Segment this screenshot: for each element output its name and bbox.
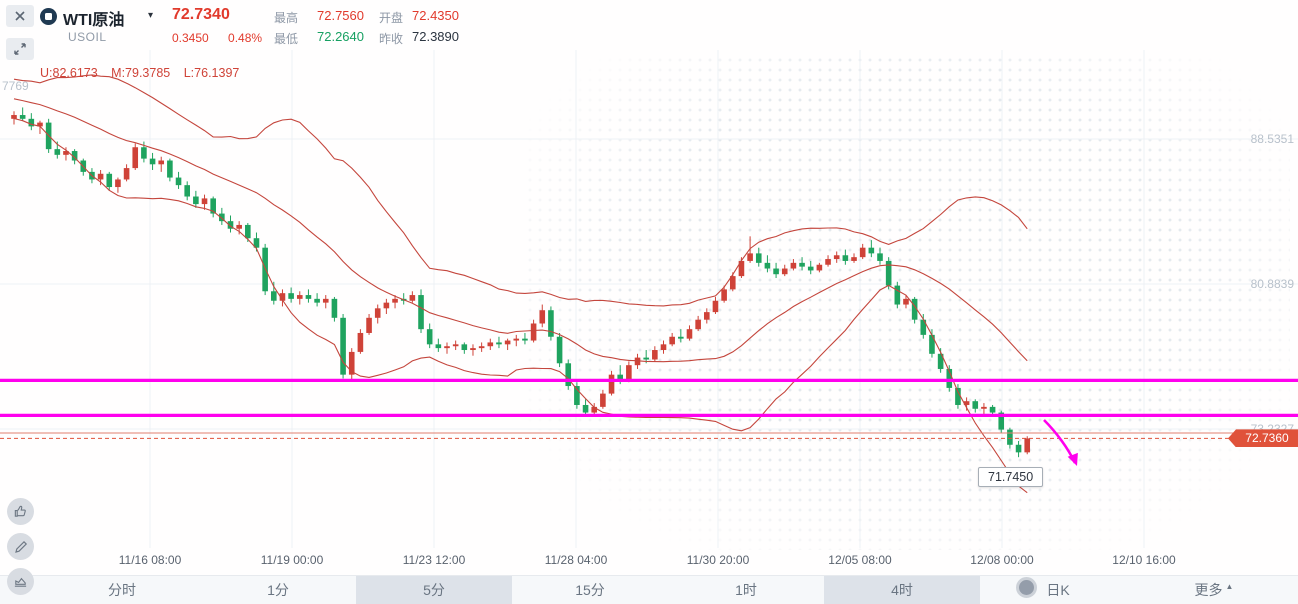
clipped-price-label: 7769	[2, 79, 29, 93]
timeframe-label: 5分	[423, 582, 445, 598]
boll-lower: L:76.1397	[183, 66, 240, 80]
timeframe-label: 1分	[267, 582, 289, 598]
timeframe-label: 1时	[735, 582, 757, 598]
pencil-icon	[14, 540, 27, 553]
chevron-up-icon: ▲	[1225, 581, 1234, 591]
drawn-arrow-head	[1067, 452, 1078, 466]
chart-style-button[interactable]	[7, 568, 34, 595]
boll-upper: U:82.6173	[40, 66, 98, 80]
symbol-icon	[40, 8, 57, 25]
prev-close-value: 72.3890	[412, 29, 459, 44]
high-value: 72.7560	[317, 8, 364, 23]
timeframe-1时[interactable]: 1时	[668, 576, 824, 604]
bollinger-legend: U:82.6173 M:79.3785 L:76.1397	[40, 66, 249, 80]
thumbs-up-button[interactable]	[7, 498, 34, 525]
timeframe-label: 分时	[108, 582, 136, 598]
close-button[interactable]	[6, 5, 34, 27]
open-value: 72.4350	[412, 8, 459, 23]
timeframe-5分[interactable]: 5分	[356, 576, 512, 604]
close-icon	[15, 11, 25, 21]
last-price-badge: 72.7360	[1228, 429, 1298, 448]
boll-middle: M:79.3785	[111, 66, 171, 80]
timeframe-label: 更多	[1194, 582, 1223, 598]
timeframe-toolbar: 分时 1分 5分 15分 1时 4时 日K 更多 ▲	[0, 575, 1298, 604]
expand-button[interactable]	[6, 38, 34, 60]
timeframe-label: 15分	[575, 582, 605, 598]
chevron-down-icon: ▾	[148, 10, 154, 21]
area-chart-icon	[14, 577, 27, 587]
timeframe-4时[interactable]: 4时	[824, 576, 980, 604]
thumbs-up-icon	[14, 505, 26, 517]
symbol-name[interactable]: WTI原油	[63, 12, 125, 29]
candles[interactable]	[11, 107, 1031, 458]
high-label: 最高	[274, 11, 299, 25]
draw-tool-button[interactable]	[7, 533, 34, 560]
change-value: 0.3450	[172, 31, 209, 45]
timeframe-更多[interactable]: 更多 ▲	[1136, 576, 1292, 604]
timeframe-1分[interactable]: 1分	[200, 576, 356, 604]
low-label: 最低	[274, 32, 299, 46]
header: WTI原油 ▾ USOIL 72.7340 0.3450 0.48% 最高 72…	[0, 0, 520, 86]
boll-upper-line	[13, 74, 1028, 307]
boll-middle-line	[13, 98, 1028, 363]
boll-lower-line	[13, 117, 1028, 494]
expand-arrows-icon	[14, 43, 26, 55]
timeframe-label: 日K	[1046, 582, 1070, 598]
timeframe-日K[interactable]: 日K	[980, 576, 1136, 604]
timeframe-15分[interactable]: 15分	[512, 576, 668, 604]
price-change: 0.3450 0.48%	[172, 31, 262, 45]
low-price-tooltip: 71.7450	[978, 467, 1044, 487]
last-price: 72.7340	[172, 6, 230, 23]
prev-close-label: 昨收	[379, 32, 404, 46]
low-value: 72.2640	[317, 29, 364, 44]
change-percent: 0.48%	[228, 31, 263, 45]
current-time-marker[interactable]	[1016, 577, 1037, 598]
open-label: 开盘	[379, 11, 404, 25]
timeframe-分时[interactable]: 分时	[44, 576, 200, 604]
timeframe-label: 4时	[891, 582, 913, 598]
symbol-code: USOIL	[68, 30, 107, 44]
